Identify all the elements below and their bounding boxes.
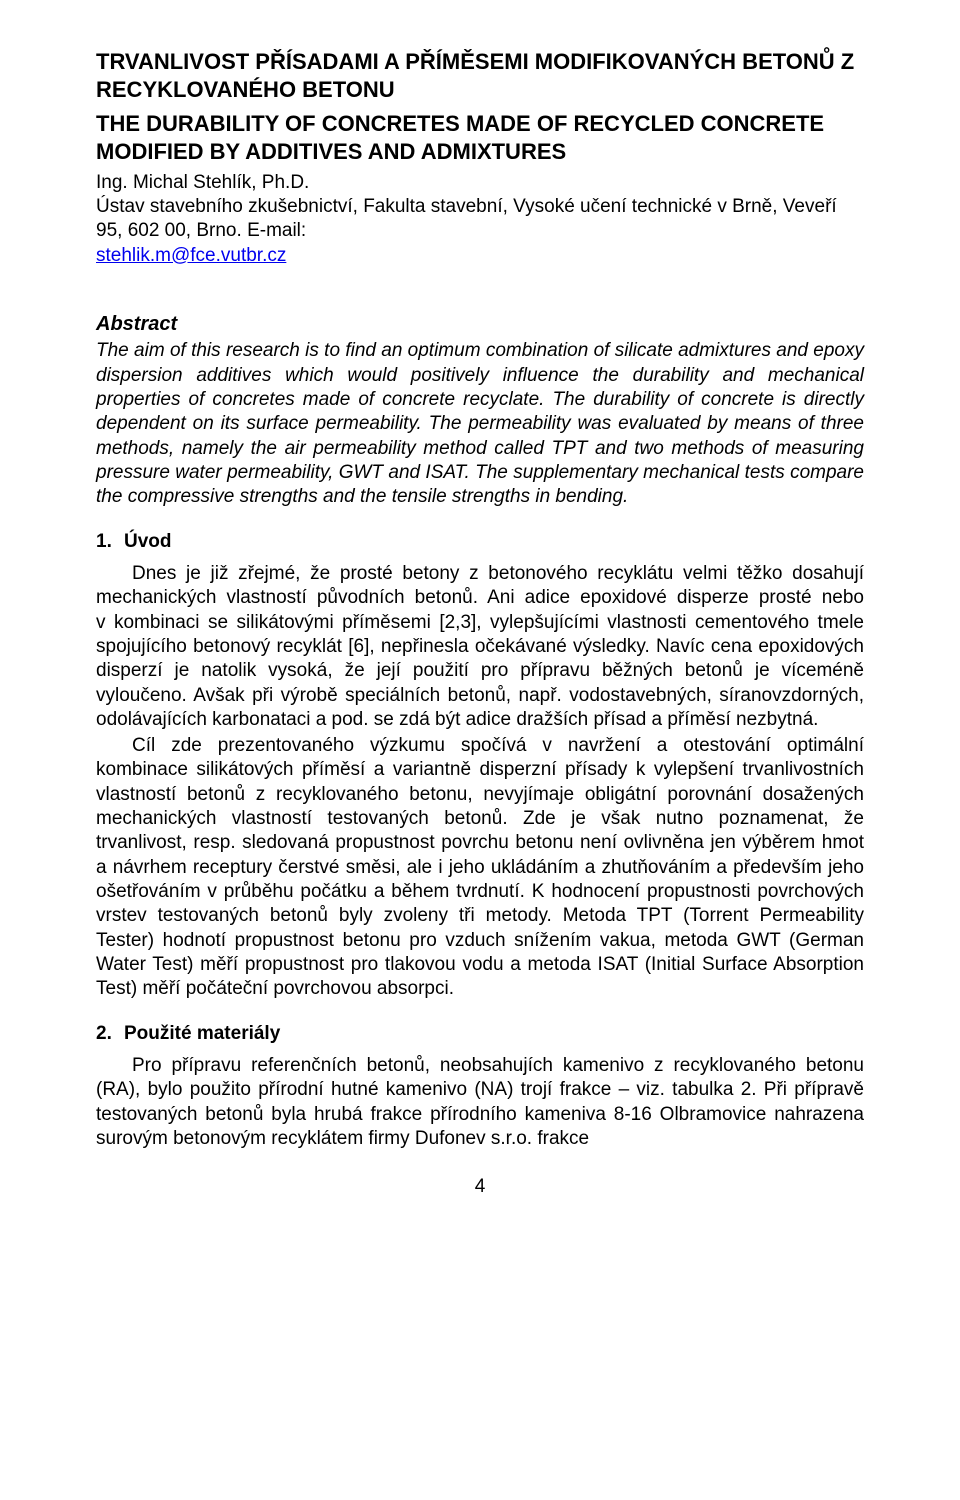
document-page: TRVANLIVOST PŘÍSADAMI A PŘÍMĚSEMI MODIFI…: [0, 0, 960, 1500]
paragraph-1: Dnes je již zřejmé, že prosté betony z b…: [96, 562, 864, 732]
affiliation-text: Ústav stavebního zkušebnictví, Fakulta s…: [96, 196, 837, 241]
section-1-title: Úvod: [124, 531, 172, 552]
email-link[interactable]: stehlik.m@fce.vutbr.cz: [96, 245, 286, 266]
section-2-heading: 2.Použité materiály: [96, 1022, 864, 1046]
section-1-heading: 1.Úvod: [96, 530, 864, 554]
paragraph-3: Pro přípravu referenčních betonů, neobsa…: [96, 1054, 864, 1151]
affiliation: Ústav stavebního zkušebnictví, Fakulta s…: [96, 195, 864, 268]
abstract-heading: Abstract: [96, 312, 864, 338]
section-2-title: Použité materiály: [124, 1023, 280, 1044]
title-czech: TRVANLIVOST PŘÍSADAMI A PŘÍMĚSEMI MODIFI…: [96, 48, 864, 104]
email-label: E-mail:: [247, 220, 306, 241]
author-line: Ing. Michal Stehlík, Ph.D.: [96, 171, 864, 195]
paragraph-2: Cíl zde prezentovaného výzkumu spočívá v…: [96, 734, 864, 1001]
section-2-number: 2.: [96, 1022, 124, 1046]
title-english: THE DURABILITY OF CONCRETES MADE OF RECY…: [96, 110, 864, 166]
page-number: 4: [96, 1175, 864, 1199]
abstract-body: The aim of this research is to find an o…: [96, 339, 864, 509]
section-1-number: 1.: [96, 530, 124, 554]
